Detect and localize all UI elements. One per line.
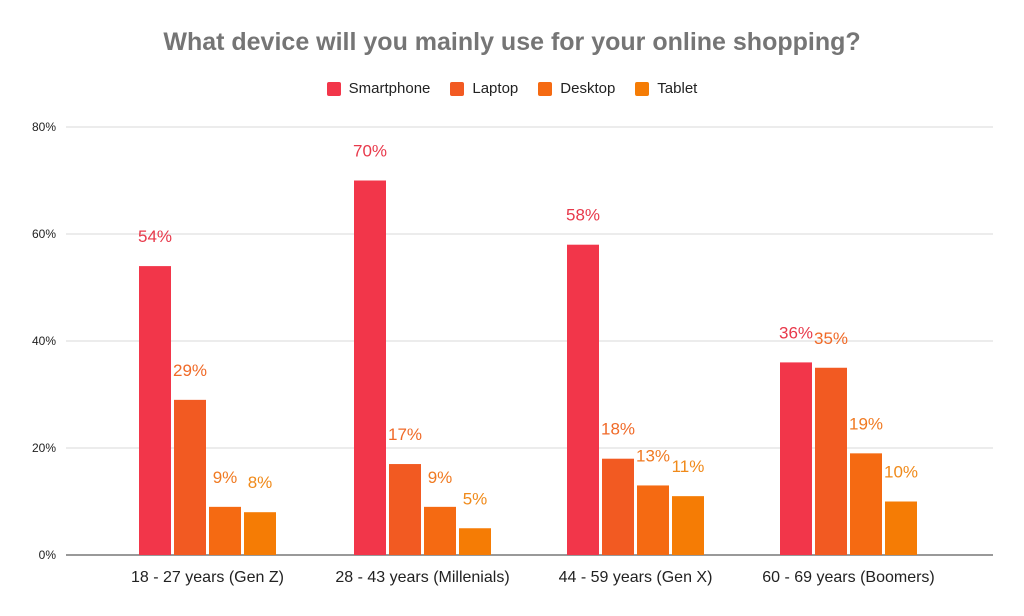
x-tick-label: 44 - 59 years (Gen X) <box>559 569 713 586</box>
legend-label-smartphone: Smartphone <box>348 80 431 97</box>
legend-swatch-tablet <box>635 81 650 96</box>
legend-item-laptop: Laptop <box>450 80 518 97</box>
data-label: 36% <box>779 323 813 342</box>
x-tick-label: 18 - 27 years (Gen Z) <box>131 569 284 586</box>
bar-laptop <box>389 464 421 555</box>
data-label: 8% <box>248 473 273 492</box>
chart-title: What device will you mainly use for your… <box>163 28 861 56</box>
bar-smartphone <box>354 180 386 555</box>
legend-label-tablet: Tablet <box>657 80 698 97</box>
legend-item-tablet: Tablet <box>635 80 697 97</box>
legend-swatch-smartphone <box>326 81 341 96</box>
data-label: 10% <box>884 463 918 482</box>
legend-item-desktop: Desktop <box>538 80 615 97</box>
bar-smartphone <box>139 266 171 555</box>
bar-laptop <box>174 399 206 555</box>
legend: Smartphone Laptop Desktop Tablet <box>0 80 1024 97</box>
y-tick-label: 0% <box>39 548 57 562</box>
data-label: 11% <box>672 457 705 476</box>
data-label: 13% <box>636 446 670 465</box>
y-tick-label: 20% <box>32 441 56 455</box>
bar-desktop <box>850 453 882 555</box>
legend-label-laptop: Laptop <box>472 80 519 97</box>
legend-swatch-desktop <box>538 81 553 96</box>
x-tick-label: 28 - 43 years (Millenials) <box>335 569 509 586</box>
bar-laptop <box>815 367 847 555</box>
data-label: 9% <box>213 468 238 487</box>
data-label: 19% <box>849 414 883 433</box>
x-tick-label: 60 - 69 years (Boomers) <box>762 569 935 586</box>
legend-swatch-laptop <box>450 81 465 96</box>
legend-label-desktop: Desktop <box>560 80 616 97</box>
data-label: 17% <box>388 425 422 444</box>
bar-smartphone <box>567 244 599 555</box>
data-label: 35% <box>814 329 848 348</box>
legend-item-smartphone: Smartphone <box>326 80 431 97</box>
data-label: 5% <box>463 489 488 508</box>
bar-laptop <box>602 458 634 555</box>
bar-desktop <box>637 485 669 555</box>
y-tick-label: 40% <box>32 334 56 348</box>
bar-desktop <box>209 506 241 555</box>
bar-tablet <box>672 496 704 555</box>
bar-smartphone <box>780 362 812 555</box>
data-label: 70% <box>353 142 387 161</box>
bar-tablet <box>885 501 917 555</box>
data-label: 9% <box>428 468 453 487</box>
y-tick-label: 80% <box>32 120 56 134</box>
data-label: 54% <box>138 227 172 246</box>
bar-desktop <box>424 506 456 555</box>
y-tick-label: 60% <box>32 227 56 241</box>
bar-tablet <box>244 512 276 555</box>
data-label: 29% <box>173 361 207 380</box>
bar-tablet <box>459 528 491 555</box>
data-label: 58% <box>566 206 600 225</box>
data-label: 18% <box>601 420 635 439</box>
